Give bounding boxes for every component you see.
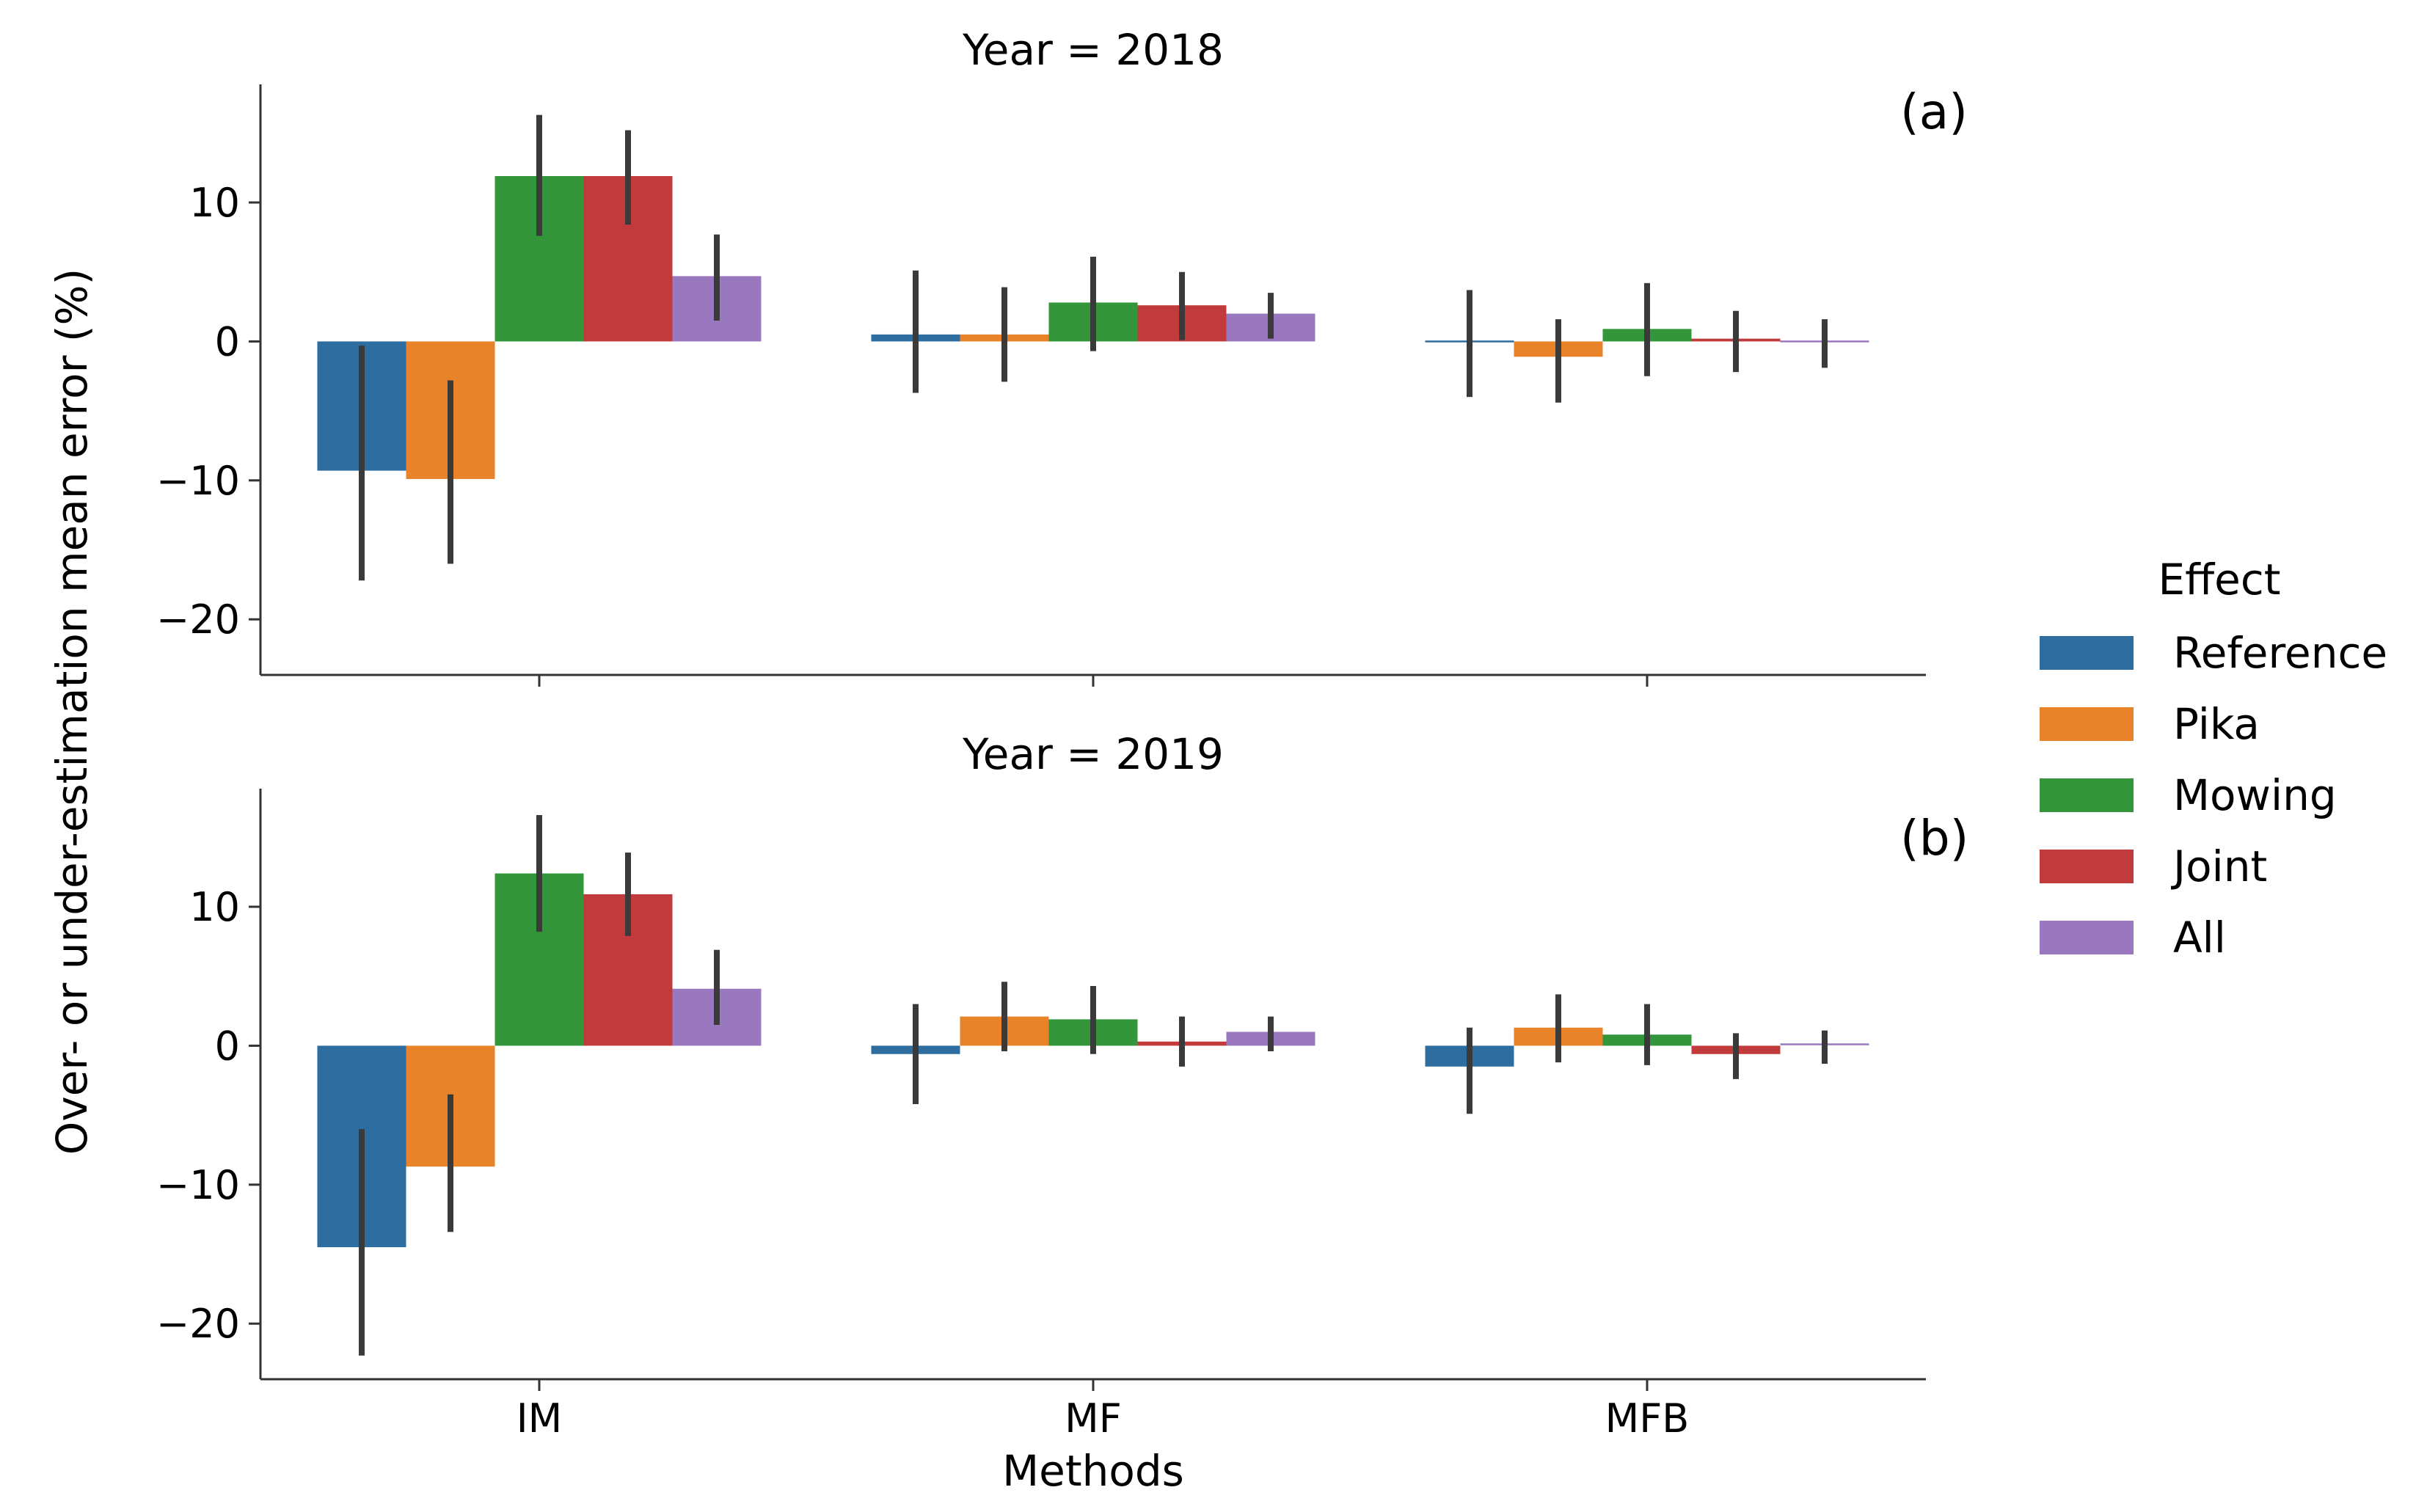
y-tick-label: −10 bbox=[156, 1162, 240, 1208]
x-tick-label: MFB bbox=[1605, 1395, 1690, 1442]
legend-item-reference: Reference bbox=[2040, 628, 2387, 678]
panel-title: Year = 2018 bbox=[962, 25, 1224, 75]
legend-swatch bbox=[2040, 707, 2134, 741]
panel-1: Year = 2018 (a) −20 −10 0 10 bbox=[156, 25, 1968, 687]
legend: Effect Reference Pika Mowing Joint All bbox=[2040, 555, 2387, 963]
series-mowing bbox=[494, 114, 1692, 376]
legend-swatch bbox=[2040, 850, 2134, 883]
y-tick-label: −20 bbox=[156, 1301, 240, 1347]
y-axis-label: Over- or under-estimation mean error (%) bbox=[47, 269, 97, 1155]
x-tick-label: MF bbox=[1065, 1395, 1122, 1442]
legend-label: All bbox=[2173, 913, 2226, 963]
panel-2: Year = 2019 (b) −20 −10 0 10 IM MF MFB bbox=[156, 729, 1968, 1442]
y-tick-label: 10 bbox=[189, 180, 240, 226]
series-all bbox=[672, 234, 1869, 368]
panel-tag: (a) bbox=[1900, 84, 1968, 140]
legend-item-mowing: Mowing bbox=[2040, 770, 2337, 820]
series-reference bbox=[317, 270, 1514, 581]
y-tick-label: −20 bbox=[156, 596, 240, 643]
chart-panels: Year = 2018 (a) −20 −10 0 10 Year = 2019 (b) −20… bbox=[156, 25, 1968, 1442]
legend-title: Effect bbox=[2158, 555, 2281, 605]
series-mowing bbox=[494, 814, 1692, 1065]
legend-swatch bbox=[2040, 636, 2134, 670]
legend-swatch bbox=[2040, 778, 2134, 812]
panel-title: Year = 2019 bbox=[962, 729, 1224, 779]
legend-items: Reference Pika Mowing Joint All bbox=[2040, 628, 2387, 963]
panel-tag: (b) bbox=[1900, 810, 1968, 866]
y-tick-label: 0 bbox=[215, 1023, 240, 1069]
series-all bbox=[672, 949, 1869, 1064]
series-pika bbox=[406, 982, 1603, 1232]
series-pika bbox=[406, 287, 1603, 564]
series-joint bbox=[583, 130, 1781, 373]
legend-label: Joint bbox=[2171, 841, 2267, 891]
legend-label: Reference bbox=[2173, 628, 2387, 678]
y-tick-label: −10 bbox=[156, 458, 240, 504]
legend-item-joint: Joint bbox=[2040, 841, 2267, 891]
x-axis-label: Methods bbox=[1002, 1446, 1184, 1496]
legend-item-pika: Pika bbox=[2040, 699, 2260, 749]
y-tick-label: 10 bbox=[189, 884, 240, 930]
legend-item-all: All bbox=[2040, 913, 2226, 963]
legend-label: Mowing bbox=[2173, 770, 2337, 820]
x-tick-label: IM bbox=[517, 1395, 563, 1442]
series-joint bbox=[583, 852, 1781, 1079]
series-reference bbox=[317, 1004, 1514, 1356]
y-tick-label: 0 bbox=[215, 318, 240, 365]
legend-label: Pika bbox=[2173, 699, 2260, 749]
legend-swatch bbox=[2040, 921, 2134, 954]
